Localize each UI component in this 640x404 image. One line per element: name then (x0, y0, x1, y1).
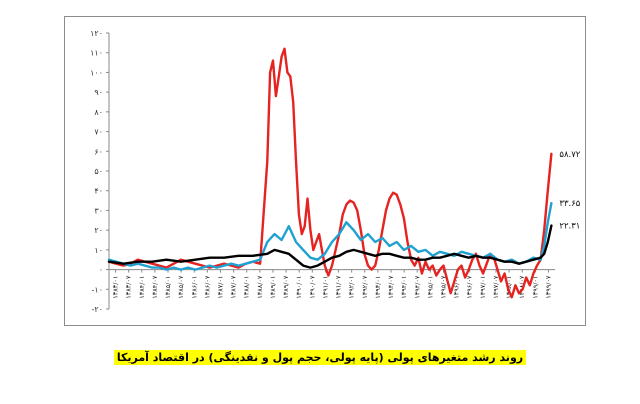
y-tick-label: ۱۱۰ (90, 49, 103, 58)
y-tick-label: ۸۰ (94, 108, 103, 117)
series-line (107, 202, 553, 271)
x-tick-label: ۱۳۸۹/۰۷ (282, 275, 290, 299)
y-tick-label: ۷۰ (94, 128, 103, 137)
x-tick-label: ۱۳۹۲/۰۱ (348, 276, 356, 299)
x-tick-label: ۱۳۸۳/۰۱ (112, 276, 120, 299)
x-tick-label: ۱۳۹۵/۰۷ (440, 275, 448, 299)
x-tick-label: ۱۳۸۴/۰۷ (151, 275, 159, 299)
y-tick-label: ۲۰ (94, 226, 103, 235)
series-end-label: ۵۸.۷۲ (559, 150, 580, 160)
x-tick-label: ۱۳۸۴/۰۱ (138, 276, 146, 299)
x-tick-label: ۱۳۸۵/۰۷ (177, 275, 185, 299)
x-tick-label: ۱۳۹۷/۰۷ (492, 275, 500, 299)
x-tick-label: ۱۳۹۹/۰۱ (531, 276, 539, 299)
x-tick-label: ۱۳۸۸/۰۷ (256, 275, 264, 299)
y-tick-label: ۱۰ (94, 246, 103, 255)
y-tick-label: -۱۰ (92, 285, 103, 294)
x-tick-label: ۱۳۸۷/۰۱ (217, 276, 225, 299)
x-tick-label: ۱۳۹۸/۰۱ (505, 276, 513, 299)
x-tick-label: ۱۳۸۶/۰۷ (203, 275, 211, 299)
x-tick-label: ۱۳۹۱/۰۷ (335, 275, 343, 299)
x-tick-label: ۱۳۸۸/۰۱ (243, 276, 251, 299)
x-tick-label: ۱۳۹۳/۰۷ (387, 275, 395, 299)
x-tick-label: ۱۳۹۹/۰۷ (544, 275, 552, 299)
y-tick-label: ۳۰ (94, 206, 103, 215)
series-end-label: ۲۲.۳۱ (559, 222, 580, 232)
series-end-label: ۳۳.۶۵ (559, 199, 580, 209)
y-tick-label: ۱۲۰ (90, 29, 103, 38)
x-tick-label: ۱۳۹۵/۰۱ (426, 276, 434, 299)
x-tick-label: ۱۳۸۷/۰۷ (230, 275, 238, 299)
caption-text: روند رشد متغیرهای پولی (پایه پولی، حجم پ… (113, 350, 527, 365)
y-tick-label: ۴۰ (94, 187, 103, 196)
x-tick-label: ۱۳۸۹/۰۱ (269, 276, 277, 299)
y-tick-label: ۶۰ (94, 147, 103, 156)
chart-caption: روند رشد متغیرهای پولی (پایه پولی، حجم پ… (0, 346, 640, 365)
series-line (107, 224, 553, 269)
x-tick-label: ۱۳۹۶/۰۷ (466, 275, 474, 299)
x-tick-label: ۱۳۸۵/۰۱ (164, 276, 172, 299)
x-tick-label: ۱۳۹۴/۰۱ (400, 276, 408, 299)
x-tick-label: ۱۳۹۴/۰۷ (413, 275, 421, 299)
x-tick-label: ۱۳۹۲/۰۷ (361, 275, 369, 299)
chart-frame: -۲۰ -۱۰ ۰ ۱۰ ۲۰ ۳۰ ۴۰ ۵۰ ۶۰ ۷۰ ۸۰ ۹۰ ۱۰۰ ۱۱۰ ۱۲۰ ۱۳۸۳/۰… (64, 16, 586, 326)
y-tick-label: ۱۰۰ (90, 68, 103, 77)
x-tick-label: ۱۳۹۰/۰۱ (295, 276, 303, 299)
x-tick-label: ۱۳۹۰/۰۷ (308, 275, 316, 299)
line-chart: -۲۰ -۱۰ ۰ ۱۰ ۲۰ ۳۰ ۴۰ ۵۰ ۶۰ ۷۰ ۸۰ ۹۰ ۱۰۰ ۱۱۰ ۱۲۰ ۱۳۸۳/۰… (90, 29, 581, 314)
y-tick-label: ۹۰ (94, 88, 103, 97)
y-tick-label: ۵۰ (94, 167, 103, 176)
x-tick-label: ۱۳۹۷/۰۱ (479, 276, 487, 299)
x-tick-label: ۱۳۸۳/۰۷ (125, 275, 133, 299)
y-tick-label: ۰ (99, 266, 103, 275)
x-tick-label: ۱۳۸۶/۰۱ (190, 276, 198, 299)
y-tick-label: -۲۰ (92, 305, 103, 314)
x-tick-label: ۱۳۹۶/۰۱ (453, 276, 461, 299)
x-tick-label: ۱۳۹۳/۰۱ (374, 276, 382, 299)
x-tick-label: ۱۳۹۱/۰۱ (321, 276, 329, 299)
